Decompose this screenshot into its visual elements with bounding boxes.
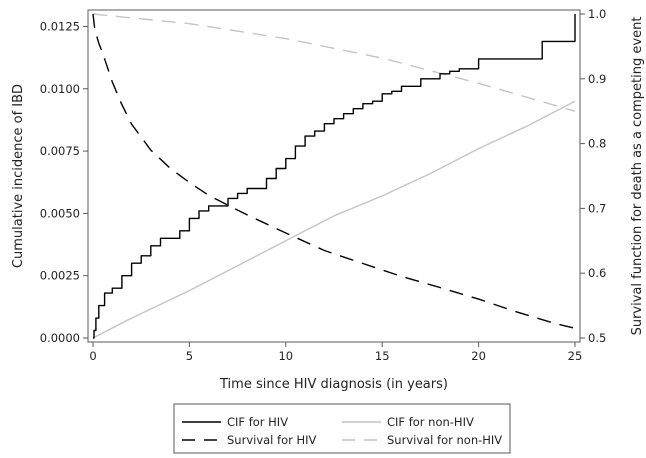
x-tick-label: 15: [375, 349, 390, 363]
series-line-cif-for-non-hiv: [92, 100, 576, 339]
x-tick-label: 20: [471, 349, 486, 363]
y-left-tick-label: 0.0000: [40, 331, 80, 345]
series-line-survival-for-hiv: [92, 13, 576, 329]
plot-frame: [87, 9, 581, 343]
y-left-axis-title: Cumulative incidence of IBD: [11, 84, 26, 268]
y-right-tick-label: 1.0: [588, 7, 606, 21]
legend-label-survival-nonhiv: Survival for non-HIV: [387, 433, 502, 447]
y-left-tick-label: 0.0125: [40, 19, 80, 33]
x-tick-label: 10: [278, 349, 293, 363]
y-right-tick-label: 0.6: [588, 266, 606, 280]
y-left-tick-label: 0.0100: [40, 82, 80, 96]
x-tick-label: 0: [89, 349, 96, 363]
y-left-tick-label: 0.0050: [40, 206, 80, 220]
series-line-cif-for-hiv: [93, 14, 576, 339]
y-right-axis-title: Survival function for death as a competi…: [630, 17, 645, 336]
legend-label-cif-hiv: CIF for HIV: [227, 415, 288, 429]
y-right-tick-label: 0.7: [588, 201, 606, 215]
legend-label-cif-nonhiv: CIF for non-HIV: [387, 415, 474, 429]
y-left-tick-label: 0.0075: [40, 144, 80, 158]
plot-area: 0 5 10 15 20 25 0.0000 0.0025 0.0050 0.0075 0.0100…: [40, 7, 607, 363]
x-tick-label: 5: [186, 349, 193, 363]
legend: CIF for HIV CIF for non-HIV Survival for…: [173, 403, 511, 454]
series-group: [92, 13, 576, 339]
legend-label-survival-hiv: Survival for HIV: [227, 433, 317, 447]
legend-frame: [173, 403, 511, 454]
y-left-tick-label: 0.0025: [40, 269, 80, 283]
y-right-tick-label: 0.9: [588, 72, 606, 86]
y-right-tick-label: 0.8: [588, 137, 606, 151]
x-axis-title: Time since HIV diagnosis (in years): [219, 377, 448, 392]
x-tick-label: 25: [568, 349, 583, 363]
series-line-survival-for-non-hiv: [92, 13, 576, 112]
ticks-group: 0 5 10 15 20 25 0.0000 0.0025 0.0050 0.0075 0.0100…: [40, 7, 607, 363]
y-right-tick-label: 0.5: [588, 331, 606, 345]
